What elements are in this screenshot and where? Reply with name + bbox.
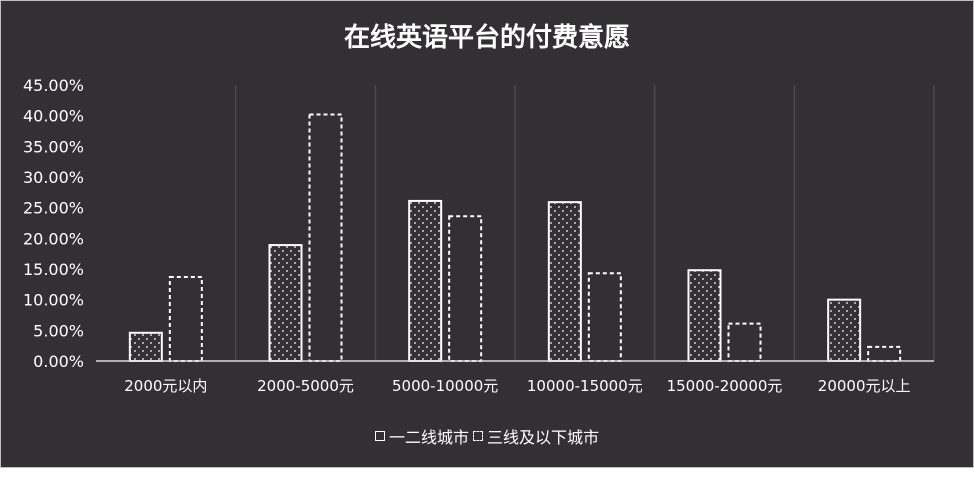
bar-tier12-city-4 (687, 269, 722, 362)
x-tick-label: 2000-5000元 (257, 377, 354, 395)
y-tick-label: 20.00% (23, 229, 84, 248)
legend-item-series-1: 一二线城市 (374, 424, 469, 448)
bar-tier12-city-1 (268, 244, 303, 362)
y-tick-label: 40.00% (23, 107, 84, 126)
legend: 一二线城市 三线及以下城市 (1, 424, 973, 448)
y-tick-label: 35.00% (23, 137, 84, 156)
x-tick-label: 20000元以上 (818, 377, 911, 395)
x-tick-label: 5000-10000元 (392, 377, 498, 395)
y-tick-label: 45.00% (23, 76, 84, 95)
legend-item-series-2: 三线及以下城市 (473, 424, 599, 448)
bar-tier12-city-5 (827, 298, 862, 362)
bar-tier3-city-4 (727, 322, 762, 363)
bar-tier3-city-1 (308, 113, 343, 362)
legend-swatch-dotted (374, 431, 385, 441)
bar-tier3-city-2 (448, 215, 483, 362)
y-tick-label: 5.00% (33, 321, 84, 340)
bar-tier3-city-3 (587, 272, 622, 362)
y-tick-label: 25.00% (23, 199, 84, 218)
bar-tier12-city-2 (408, 199, 443, 362)
bar-tier3-city-5 (867, 345, 902, 363)
bar-tier3-city-0 (168, 275, 203, 362)
y-tick-label: 30.00% (23, 168, 84, 187)
x-tick-label: 10000-15000元 (527, 377, 643, 395)
legend-label-series-1: 一二线城市 (388, 428, 469, 447)
x-tick-label: 15000-20000元 (667, 377, 783, 395)
chart-title: 在线英语平台的付费意愿 (343, 23, 630, 53)
y-tick-label: 15.00% (23, 260, 84, 279)
y-tick-label: 0.00% (33, 352, 84, 371)
chart-frame: 在线英语平台的付费意愿 0.00% 5.00% 10.00% 15.00% 20.00%… (0, 0, 974, 468)
x-tick-label: 2000元以内 (124, 377, 207, 395)
legend-swatch-dashed (473, 431, 483, 441)
y-tick-label: 10.00% (23, 291, 84, 310)
legend-label-series-2: 三线及以下城市 (487, 428, 600, 447)
bar-tier12-city-3 (547, 201, 582, 362)
plot-area: 0.00% 5.00% 10.00% 15.00% 20.00% 25.00% 30.00%… (23, 76, 935, 395)
bar-tier12-city-0 (128, 331, 163, 362)
